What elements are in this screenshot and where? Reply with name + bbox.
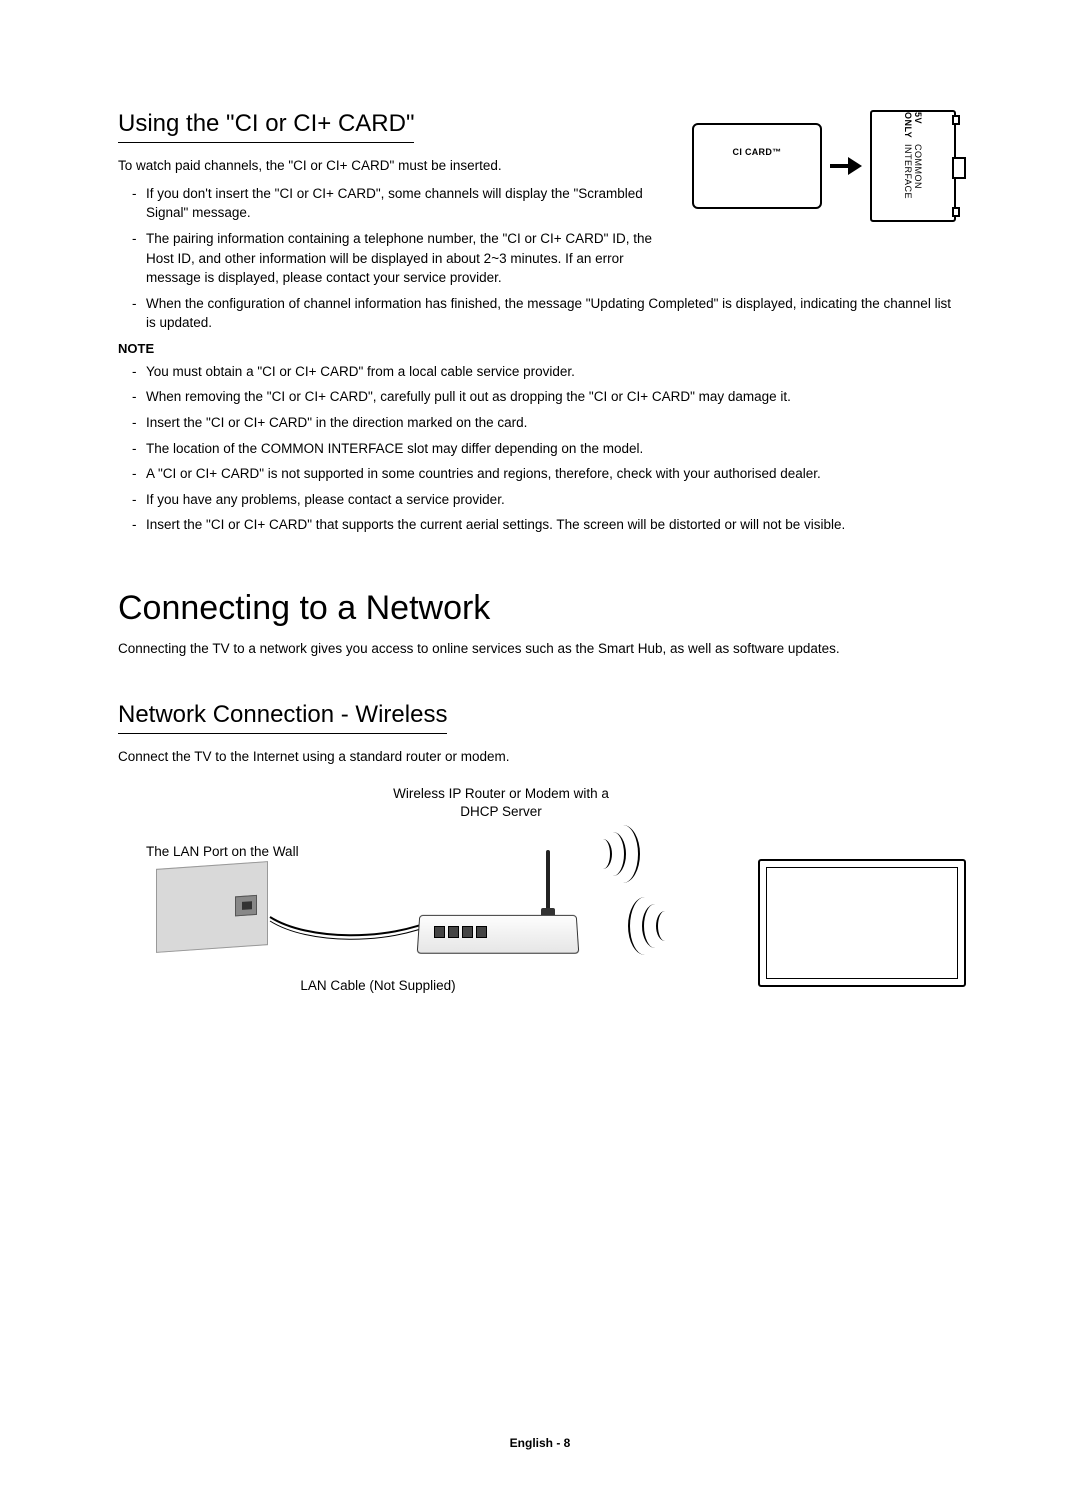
tv-graphic bbox=[758, 859, 966, 987]
slot-label-ci: COMMON INTERFACE bbox=[903, 144, 923, 220]
wireless-intro: Connect the TV to the Internet using a s… bbox=[118, 748, 962, 767]
note-bullet: Insert the "CI or CI+ CARD" that support… bbox=[132, 515, 962, 535]
arrow-icon bbox=[830, 155, 862, 177]
note-bullet: Insert the "CI or CI+ CARD" in the direc… bbox=[132, 413, 962, 433]
wall-port-graphic bbox=[156, 865, 286, 965]
ci-bullet: If you don't insert the "CI or CI+ CARD"… bbox=[132, 184, 672, 223]
wireless-diagram: Wireless IP Router or Modem with a DHCP … bbox=[118, 785, 962, 1015]
ci-section-title: Using the "CI or CI+ CARD" bbox=[118, 110, 414, 143]
cable-label: LAN Cable (Not Supplied) bbox=[268, 977, 488, 995]
ci-bullet: When the configuration of channel inform… bbox=[132, 294, 962, 333]
wireless-title: Network Connection - Wireless bbox=[118, 701, 447, 734]
lan-cable-graphic bbox=[268, 913, 438, 943]
note-bullet: When removing the "CI or CI+ CARD", care… bbox=[132, 387, 962, 407]
ci-intro: To watch paid channels, the "CI or CI+ C… bbox=[118, 157, 672, 176]
wall-label: The LAN Port on the Wall bbox=[146, 843, 326, 861]
note-bullet: You must obtain a "CI or CI+ CARD" from … bbox=[132, 362, 962, 382]
slot-label-5v: 5V ONLY bbox=[903, 112, 923, 142]
ci-slot-graphic: 5V ONLY COMMON INTERFACE bbox=[870, 110, 956, 222]
network-title: Connecting to a Network bbox=[118, 589, 962, 628]
network-intro: Connecting the TV to a network gives you… bbox=[118, 640, 962, 659]
note-bullet: The location of the COMMON INTERFACE slo… bbox=[132, 439, 962, 459]
note-bullets: You must obtain a "CI or CI+ CARD" from … bbox=[118, 362, 962, 535]
router-label: Wireless IP Router or Modem with a DHCP … bbox=[386, 785, 616, 821]
note-bullet: A "CI or CI+ CARD" is not supported in s… bbox=[132, 464, 962, 484]
ci-card-diagram: CI CARD™ 5V ONLY COMMON INTERFACE bbox=[692, 110, 962, 294]
note-label: NOTE bbox=[118, 341, 962, 356]
ci-bullet: The pairing information containing a tel… bbox=[132, 229, 672, 288]
page-footer: English - 8 bbox=[0, 1436, 1080, 1450]
ci-bullets-narrow: If you don't insert the "CI or CI+ CARD"… bbox=[118, 184, 672, 288]
ci-card-graphic: CI CARD™ bbox=[692, 123, 822, 209]
router-graphic bbox=[418, 870, 588, 960]
ci-bullets-full: When the configuration of channel inform… bbox=[118, 294, 962, 333]
ci-card-label: CI CARD™ bbox=[733, 147, 782, 157]
note-bullet: If you have any problems, please contact… bbox=[132, 490, 962, 510]
